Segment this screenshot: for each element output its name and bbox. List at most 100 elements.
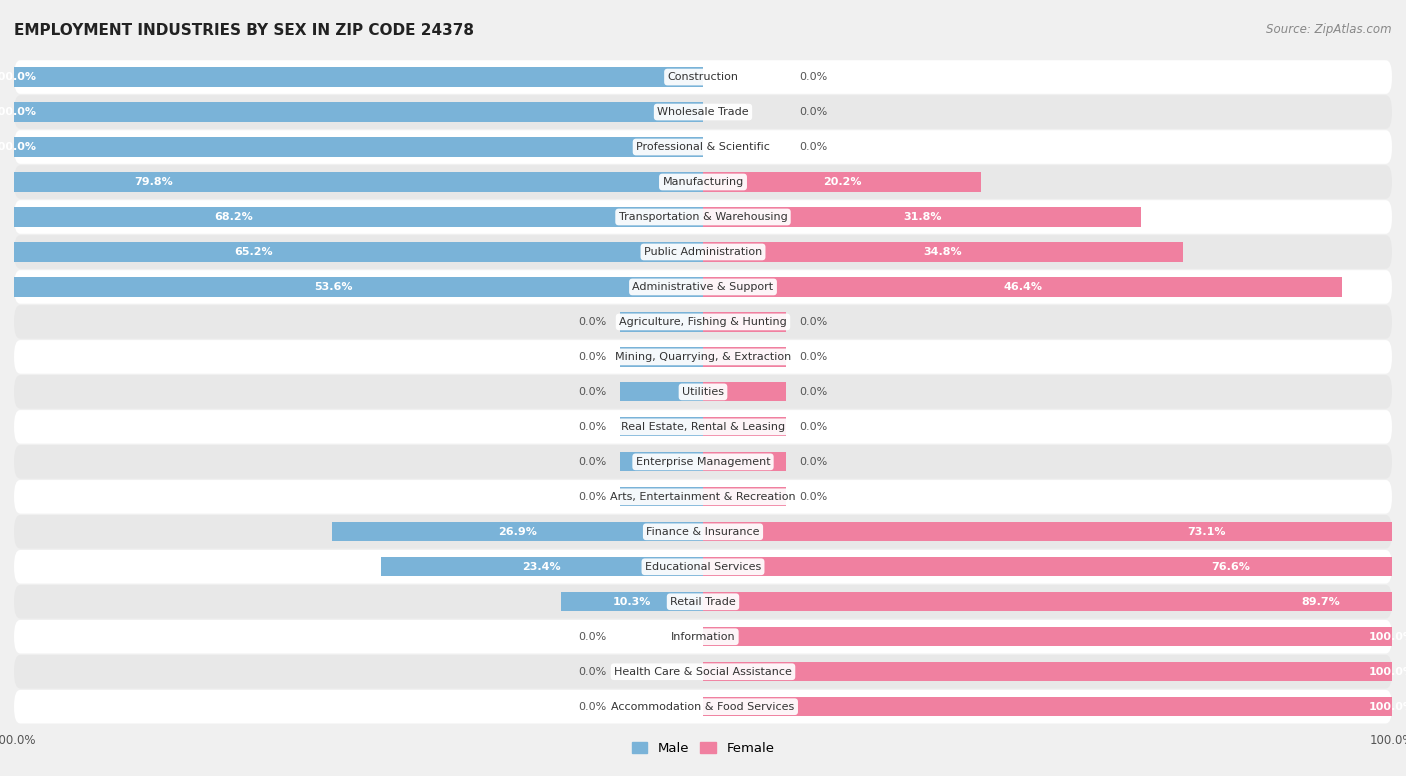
Text: 79.8%: 79.8% [134, 177, 173, 187]
Text: Real Estate, Rental & Leasing: Real Estate, Rental & Leasing [621, 422, 785, 432]
FancyBboxPatch shape [14, 620, 1392, 653]
Bar [620, 452, 703, 472]
Bar [332, 522, 703, 542]
Bar [703, 348, 786, 366]
Bar [620, 312, 703, 331]
FancyBboxPatch shape [14, 340, 1392, 374]
Bar [0, 242, 703, 262]
Text: Accommodation & Food Services: Accommodation & Food Services [612, 702, 794, 712]
Text: 100.0%: 100.0% [1369, 667, 1406, 677]
Text: 0.0%: 0.0% [800, 142, 828, 152]
Bar [620, 348, 703, 366]
Text: EMPLOYMENT INDUSTRIES BY SEX IN ZIP CODE 24378: EMPLOYMENT INDUSTRIES BY SEX IN ZIP CODE… [14, 23, 474, 38]
Bar [0, 277, 703, 296]
Text: Professional & Scientific: Professional & Scientific [636, 142, 770, 152]
Bar [703, 452, 786, 472]
Text: Enterprise Management: Enterprise Management [636, 457, 770, 467]
Text: Construction: Construction [668, 72, 738, 82]
Bar [0, 137, 703, 157]
Bar [703, 417, 786, 436]
Bar [703, 627, 1406, 646]
Text: 10.3%: 10.3% [613, 597, 651, 607]
FancyBboxPatch shape [14, 165, 1392, 199]
Bar [0, 172, 703, 192]
Bar [703, 522, 1406, 542]
Text: Mining, Quarrying, & Extraction: Mining, Quarrying, & Extraction [614, 352, 792, 362]
Bar [0, 102, 703, 122]
Bar [703, 277, 1343, 296]
FancyBboxPatch shape [14, 410, 1392, 444]
Text: Wholesale Trade: Wholesale Trade [657, 107, 749, 117]
Bar [703, 662, 1406, 681]
Text: Manufacturing: Manufacturing [662, 177, 744, 187]
Text: 26.9%: 26.9% [498, 527, 537, 537]
Text: 73.1%: 73.1% [1187, 527, 1226, 537]
Text: 0.0%: 0.0% [578, 387, 606, 397]
Text: 0.0%: 0.0% [578, 422, 606, 432]
Text: 46.4%: 46.4% [1002, 282, 1042, 292]
Text: 23.4%: 23.4% [523, 562, 561, 572]
Text: 0.0%: 0.0% [578, 702, 606, 712]
Bar [703, 697, 1406, 716]
FancyBboxPatch shape [14, 200, 1392, 234]
Bar [620, 417, 703, 436]
FancyBboxPatch shape [14, 305, 1392, 338]
FancyBboxPatch shape [14, 375, 1392, 409]
Bar [0, 207, 703, 227]
FancyBboxPatch shape [14, 585, 1392, 618]
Text: Retail Trade: Retail Trade [671, 597, 735, 607]
FancyBboxPatch shape [14, 690, 1392, 723]
Text: 100.0%: 100.0% [1369, 702, 1406, 712]
Bar [0, 68, 703, 87]
Text: 31.8%: 31.8% [903, 212, 942, 222]
Text: Transportation & Warehousing: Transportation & Warehousing [619, 212, 787, 222]
Bar [620, 383, 703, 401]
FancyBboxPatch shape [14, 445, 1392, 479]
FancyBboxPatch shape [14, 270, 1392, 303]
Text: 0.0%: 0.0% [578, 632, 606, 642]
FancyBboxPatch shape [14, 515, 1392, 549]
Text: 34.8%: 34.8% [924, 247, 962, 257]
Legend: Male, Female: Male, Female [626, 736, 780, 760]
FancyBboxPatch shape [14, 655, 1392, 688]
Text: Source: ZipAtlas.com: Source: ZipAtlas.com [1267, 23, 1392, 36]
Bar [381, 557, 703, 577]
Text: 76.6%: 76.6% [1212, 562, 1250, 572]
Text: 68.2%: 68.2% [214, 212, 253, 222]
Bar [620, 487, 703, 507]
Text: 0.0%: 0.0% [578, 352, 606, 362]
Text: 0.0%: 0.0% [800, 352, 828, 362]
FancyBboxPatch shape [14, 235, 1392, 268]
Bar [703, 207, 1142, 227]
FancyBboxPatch shape [14, 550, 1392, 584]
Text: Agriculture, Fishing & Hunting: Agriculture, Fishing & Hunting [619, 317, 787, 327]
Bar [703, 487, 786, 507]
FancyBboxPatch shape [14, 61, 1392, 94]
Text: 0.0%: 0.0% [578, 317, 606, 327]
Text: 89.7%: 89.7% [1302, 597, 1340, 607]
Text: 65.2%: 65.2% [235, 247, 273, 257]
Bar [703, 172, 981, 192]
Bar [703, 592, 1406, 611]
Text: 0.0%: 0.0% [800, 107, 828, 117]
Bar [703, 557, 1406, 577]
Text: 0.0%: 0.0% [800, 457, 828, 467]
Text: 100.0%: 100.0% [1369, 632, 1406, 642]
Text: 0.0%: 0.0% [578, 457, 606, 467]
Text: 0.0%: 0.0% [800, 387, 828, 397]
Bar [703, 312, 786, 331]
Text: Finance & Insurance: Finance & Insurance [647, 527, 759, 537]
FancyBboxPatch shape [14, 480, 1392, 514]
Text: 0.0%: 0.0% [800, 317, 828, 327]
Bar [561, 592, 703, 611]
Bar [703, 383, 786, 401]
Bar [703, 242, 1182, 262]
Text: Utilities: Utilities [682, 387, 724, 397]
Text: 100.0%: 100.0% [0, 72, 37, 82]
Text: 0.0%: 0.0% [800, 492, 828, 502]
FancyBboxPatch shape [14, 130, 1392, 164]
Text: Administrative & Support: Administrative & Support [633, 282, 773, 292]
Text: 53.6%: 53.6% [315, 282, 353, 292]
Text: 20.2%: 20.2% [823, 177, 862, 187]
Text: Public Administration: Public Administration [644, 247, 762, 257]
